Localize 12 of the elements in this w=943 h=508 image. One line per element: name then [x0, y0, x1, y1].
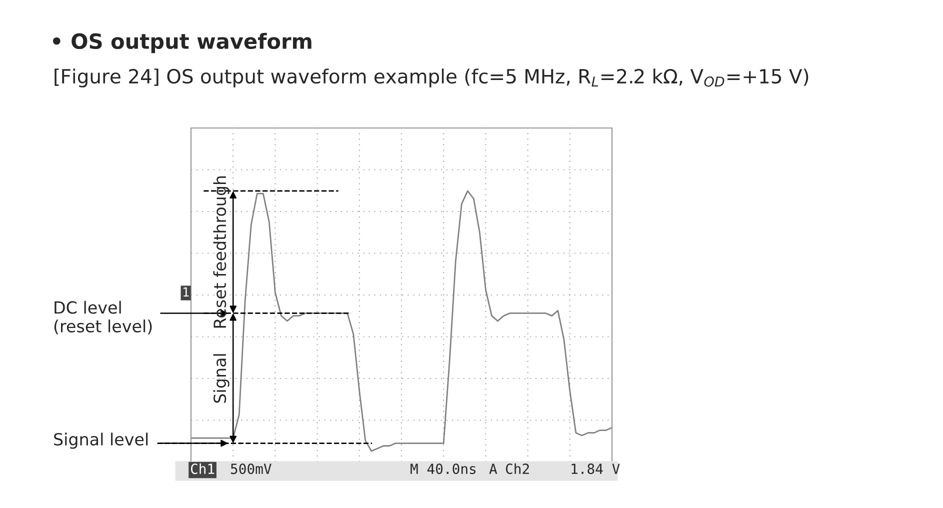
text: 500mV [230, 464, 272, 474]
chart-title: • OS output waveform [53, 32, 312, 54]
text: M 40.0ns [410, 464, 476, 474]
ref-line-label: DC level (reset level) [54, 300, 152, 334]
chart-subtitle: [Figure 24] OS output waveform example (fc=5 MHz, R$_{L}$=2.2 kΩ, V$_{OD}$=+15 V) [54, 68, 808, 88]
text: Ch2 [506, 463, 529, 474]
text: 1.84 V [572, 464, 620, 474]
ref-line-label: Signal level [54, 432, 148, 449]
annotation: Signal [213, 354, 230, 403]
text: 1 [184, 287, 189, 296]
text: A [489, 464, 498, 474]
text: Ch1 [190, 463, 214, 474]
